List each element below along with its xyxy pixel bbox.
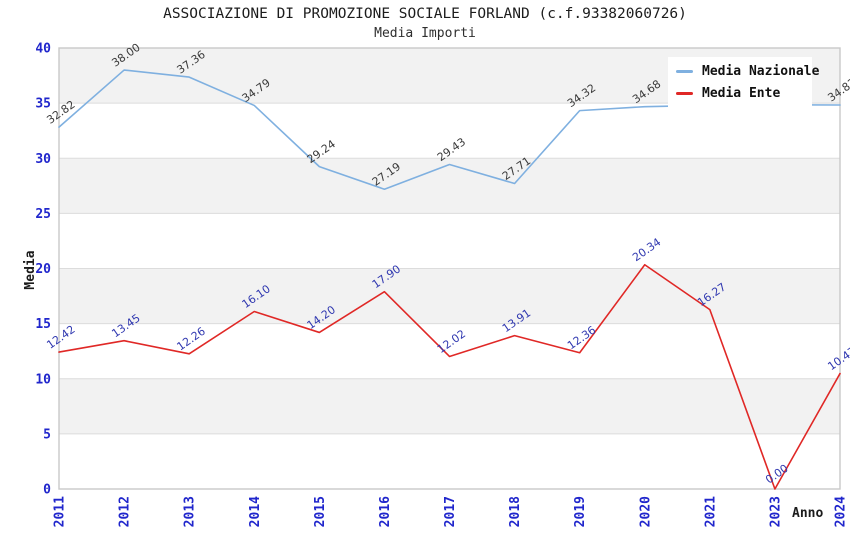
x-tick-label: 2020	[638, 496, 653, 527]
media-ente-line-swatch	[676, 92, 693, 95]
plot-band	[59, 158, 840, 214]
x-tick-label: 2019	[573, 496, 588, 527]
plot-band	[59, 268, 840, 324]
x-tick-label: 2024	[834, 496, 849, 527]
x-tick-label: 2017	[443, 496, 458, 527]
y-tick-label: 5	[43, 427, 51, 442]
x-tick-label: 2018	[508, 496, 523, 527]
y-tick-label: 20	[35, 262, 51, 277]
y-axis-title: Media	[23, 250, 38, 290]
y-tick-label: 0	[43, 483, 51, 498]
x-tick-label: 2015	[313, 496, 328, 527]
y-tick-label: 35	[35, 97, 51, 112]
y-tick-label: 40	[35, 42, 51, 57]
x-tick-label: 2014	[248, 496, 263, 527]
y-tick-label: 15	[35, 317, 51, 332]
x-tick-label: 2016	[378, 496, 393, 527]
plot-border	[58, 47, 841, 490]
plot-band	[59, 103, 840, 159]
x-tick-label: 2021	[703, 496, 718, 527]
legend-item-media-nazionale: Media Nazionale	[676, 64, 819, 79]
y-tick-label: 30	[35, 152, 51, 167]
x-tick-label: 2013	[183, 496, 198, 527]
x-tick-label: 2012	[118, 496, 133, 527]
y-tick-label: 10	[35, 372, 51, 387]
x-tick-label: 2011	[53, 496, 68, 527]
legend-label-media-ente: Media Ente	[702, 86, 781, 101]
legend-label-media-nazionale: Media Nazionale	[702, 64, 820, 79]
x-axis-title: Anno	[792, 506, 824, 521]
media-nazionale-line-swatch	[676, 70, 693, 73]
plot-band	[59, 323, 840, 379]
legend: Media Nazionale Media Ente	[668, 57, 819, 108]
x-tick-label: 2023	[768, 496, 783, 527]
legend-item-media-ente: Media Ente	[676, 86, 806, 101]
y-tick-label: 25	[35, 207, 51, 222]
series-line-media-ente	[58, 263, 841, 490]
plot-band	[59, 433, 840, 489]
plot-band	[59, 213, 840, 269]
chart-title: ASSOCIAZIONE DI PROMOZIONE SOCIALE FORLA…	[163, 6, 687, 22]
plot-band	[59, 378, 840, 434]
chart-subtitle: Media Importi	[374, 26, 476, 41]
